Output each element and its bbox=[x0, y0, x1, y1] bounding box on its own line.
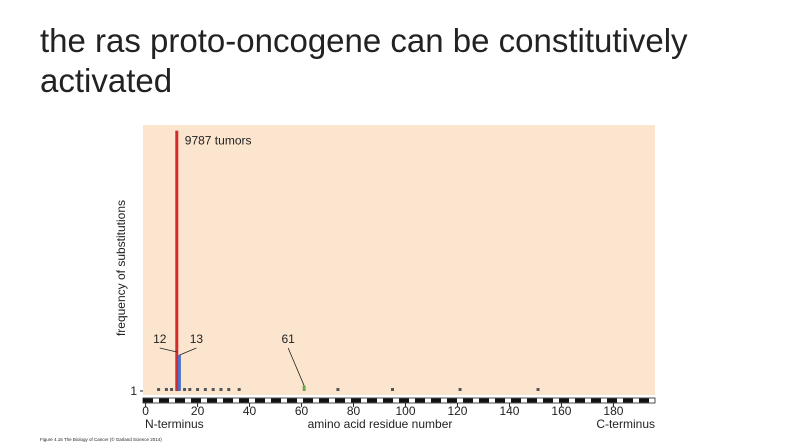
x-axis-label: amino acid residue number bbox=[308, 417, 453, 431]
bar bbox=[164, 388, 168, 391]
bar bbox=[237, 388, 241, 391]
x-tick-label: 180 bbox=[603, 404, 623, 418]
bar bbox=[175, 130, 179, 391]
bar bbox=[188, 388, 192, 391]
y-axis-label: frequency of substitutions bbox=[114, 200, 128, 336]
bar bbox=[203, 388, 207, 391]
annotation-label: 13 bbox=[190, 332, 204, 346]
x-tick-label: 0 bbox=[142, 404, 149, 418]
x-tick-label: 20 bbox=[191, 404, 205, 418]
bar bbox=[458, 388, 462, 391]
bar bbox=[157, 388, 161, 391]
annotation-pointer bbox=[159, 347, 177, 353]
x-tick-label: 100 bbox=[395, 404, 415, 418]
bar bbox=[183, 388, 187, 391]
n-terminus-label: N-terminus bbox=[145, 417, 204, 431]
c-terminus-label: C-terminus bbox=[596, 417, 655, 431]
x-tick-label: 40 bbox=[243, 404, 257, 418]
bar bbox=[536, 388, 540, 391]
slide-title: the ras proto-oncogene can be constituti… bbox=[40, 22, 688, 99]
bar bbox=[170, 388, 174, 391]
plot-background bbox=[143, 125, 655, 395]
x-tick-label: 140 bbox=[499, 404, 519, 418]
annotation-label: 12 bbox=[153, 332, 167, 346]
annotation-pointer bbox=[287, 347, 305, 386]
bar bbox=[336, 388, 340, 391]
x-tick-label: 80 bbox=[347, 404, 361, 418]
bar bbox=[211, 388, 215, 391]
caption: Figure 4.16 The Biology of Cancer (© Gar… bbox=[40, 436, 162, 442]
bar bbox=[227, 388, 231, 391]
bar bbox=[302, 385, 306, 391]
annotation-label: 61 bbox=[281, 332, 295, 346]
bar bbox=[196, 388, 200, 391]
bar bbox=[391, 388, 395, 391]
bar bbox=[219, 388, 223, 391]
annotation-pointer bbox=[179, 347, 197, 356]
x-tick-label: 60 bbox=[295, 404, 309, 418]
value-label: 9787 tumors bbox=[185, 134, 252, 148]
x-tick-label: 120 bbox=[447, 404, 467, 418]
bar bbox=[177, 355, 181, 391]
x-tick-label: 160 bbox=[551, 404, 571, 418]
y-tick-label: 1 bbox=[130, 384, 137, 398]
